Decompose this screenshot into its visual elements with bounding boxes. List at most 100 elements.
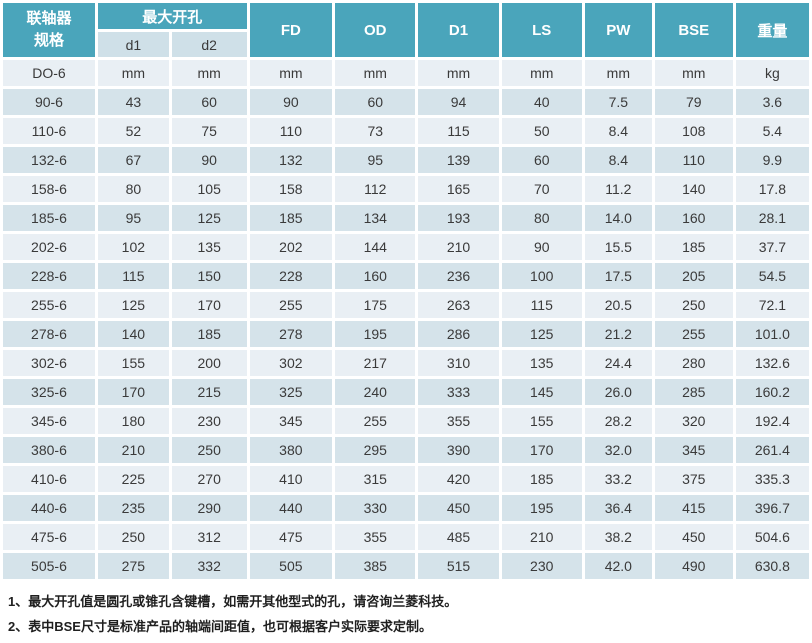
- table-cell: 450: [418, 495, 499, 521]
- unit-cell: mm: [584, 60, 652, 86]
- table-cell: 24.4: [584, 350, 652, 376]
- header-sub-d1: d1: [97, 32, 169, 57]
- table-cell: 295: [335, 437, 416, 463]
- row-model: 440-6: [3, 495, 95, 521]
- table-cell: 36.4: [584, 495, 652, 521]
- table-cell: 165: [418, 176, 499, 202]
- row-model: 255-6: [3, 292, 95, 318]
- table-cell: 54.5: [735, 263, 809, 289]
- table-cell: 94: [418, 89, 499, 115]
- table-cell: 210: [97, 437, 169, 463]
- table-cell: 210: [501, 524, 582, 550]
- row-model: 278-6: [3, 321, 95, 347]
- table-cell: 236: [418, 263, 499, 289]
- table-cell: 217: [335, 350, 416, 376]
- table-cell: 115: [97, 263, 169, 289]
- table-cell: 440: [249, 495, 333, 521]
- row-model: 202-6: [3, 234, 95, 260]
- row-model: 475-6: [3, 524, 95, 550]
- table-cell: 14.0: [584, 205, 652, 231]
- table-cell: 95: [97, 205, 169, 231]
- unit-cell: mm: [501, 60, 582, 86]
- row-model: 505-6: [3, 553, 95, 579]
- unit-cell: mm: [654, 60, 733, 86]
- table-cell: 278: [249, 321, 333, 347]
- table-cell: 375: [654, 466, 733, 492]
- table-cell: 180: [97, 408, 169, 434]
- table-cell: 505: [249, 553, 333, 579]
- table-cell: 26.0: [584, 379, 652, 405]
- table-cell: 185: [654, 234, 733, 260]
- table-cell: 485: [418, 524, 499, 550]
- table-cell: 139: [418, 147, 499, 173]
- table-cell: 255: [335, 408, 416, 434]
- table-cell: 105: [171, 176, 247, 202]
- table-cell: 70: [501, 176, 582, 202]
- table-cell: 263: [418, 292, 499, 318]
- table-cell: 134: [335, 205, 416, 231]
- table-cell: 52: [97, 118, 169, 144]
- table-cell: 72.1: [735, 292, 809, 318]
- table-cell: 193: [418, 205, 499, 231]
- row-model: 185-6: [3, 205, 95, 231]
- row-model: 410-6: [3, 466, 95, 492]
- table-cell: 73: [335, 118, 416, 144]
- table-cell: 235: [97, 495, 169, 521]
- unit-row: DO-6 mm mm mm mm mm mm mm mm kg: [3, 60, 809, 86]
- header-sub-d2: d2: [171, 32, 247, 57]
- header-model: 联轴器 规格: [3, 3, 95, 57]
- table-cell: 355: [418, 408, 499, 434]
- table-cell: 110: [654, 147, 733, 173]
- table-row: 410-6 225 270 410 315 420 185 33.2 375 335.3: [3, 466, 809, 492]
- table-cell: 79: [654, 89, 733, 115]
- table-row: 110-6 52 75 110 73 115 50 8.4 108 5.4: [3, 118, 809, 144]
- table-cell: 205: [654, 263, 733, 289]
- table-cell: 261.4: [735, 437, 809, 463]
- table-cell: 100: [501, 263, 582, 289]
- table-cell: 15.5: [584, 234, 652, 260]
- table-cell: 185: [249, 205, 333, 231]
- table-cell: 40: [501, 89, 582, 115]
- table-cell: 335.3: [735, 466, 809, 492]
- table-cell: 60: [335, 89, 416, 115]
- table-cell: 200: [171, 350, 247, 376]
- table-cell: 250: [171, 437, 247, 463]
- row-model: 110-6: [3, 118, 95, 144]
- table-row: 202-6 102 135 202 144 210 90 15.5 185 37.7: [3, 234, 809, 260]
- table-cell: 325: [249, 379, 333, 405]
- header-col-d1: D1: [418, 3, 499, 57]
- table-cell: 20.5: [584, 292, 652, 318]
- table-cell: 102: [97, 234, 169, 260]
- header-col-pw: PW: [584, 3, 652, 57]
- table-cell: 17.8: [735, 176, 809, 202]
- table-cell: 155: [501, 408, 582, 434]
- table-cell: 255: [654, 321, 733, 347]
- table-cell: 630.8: [735, 553, 809, 579]
- table-cell: 115: [501, 292, 582, 318]
- table-cell: 390: [418, 437, 499, 463]
- table-cell: 60: [171, 89, 247, 115]
- table-row: 345-6 180 230 345 255 355 155 28.2 320 192.4: [3, 408, 809, 434]
- table-cell: 230: [501, 553, 582, 579]
- row-model: 345-6: [3, 408, 95, 434]
- table-cell: 160.2: [735, 379, 809, 405]
- table-cell: 270: [171, 466, 247, 492]
- table-cell: 11.2: [584, 176, 652, 202]
- header-col-od: OD: [335, 3, 416, 57]
- table-cell: 420: [418, 466, 499, 492]
- unit-cell: mm: [335, 60, 416, 86]
- table-cell: 135: [501, 350, 582, 376]
- table-cell: 5.4: [735, 118, 809, 144]
- table-cell: 50: [501, 118, 582, 144]
- header-model-line1: 联轴器: [26, 10, 72, 27]
- table-cell: 90: [171, 147, 247, 173]
- table-cell: 95: [335, 147, 416, 173]
- table-body: DO-6 mm mm mm mm mm mm mm mm kg 90-6 43 60…: [3, 60, 809, 579]
- header-col-weight: 重量: [735, 3, 809, 57]
- row-model: 228-6: [3, 263, 95, 289]
- table-cell: 195: [335, 321, 416, 347]
- table-cell: 145: [501, 379, 582, 405]
- table-cell: 290: [171, 495, 247, 521]
- table-cell: 312: [171, 524, 247, 550]
- table-row: 505-6 275 332 505 385 515 230 42.0 490 630.8: [3, 553, 809, 579]
